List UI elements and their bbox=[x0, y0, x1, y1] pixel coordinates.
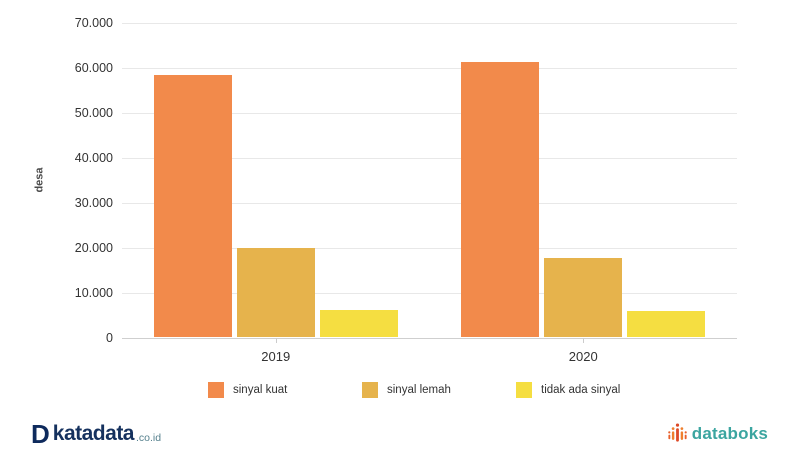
bar-sinyal-lemah-2020[interactable] bbox=[544, 258, 623, 337]
gridline-50.000 bbox=[122, 113, 737, 114]
y-tick-label: 10.000 bbox=[74, 286, 113, 300]
bar-sinyal-kuat-2019[interactable] bbox=[153, 74, 232, 337]
databoks-bars-icon bbox=[667, 423, 687, 442]
y-tick-label: 0 bbox=[106, 331, 113, 345]
databoks-wordmark: databoks bbox=[691, 423, 768, 443]
legend-swatch-icon bbox=[516, 382, 532, 398]
y-tick-label: 70.000 bbox=[74, 16, 113, 30]
katadata-d-icon: D bbox=[31, 419, 50, 449]
bar-tidak-ada-sinyal-2019[interactable] bbox=[319, 310, 398, 337]
bar-sinyal-lemah-2019[interactable] bbox=[236, 247, 315, 337]
katadata-domain-suffix: .co.id bbox=[136, 431, 162, 444]
bar-sinyal-kuat-2020[interactable] bbox=[461, 61, 540, 337]
databoks-logo[interactable]: databoks bbox=[667, 423, 768, 444]
gridline-30.000 bbox=[122, 203, 737, 204]
y-tick-label: 40.000 bbox=[74, 151, 113, 165]
x-category-label-2019: 2019 bbox=[261, 349, 291, 364]
x-tick bbox=[583, 338, 585, 343]
legend-label: sinyal kuat bbox=[233, 384, 288, 396]
y-tick-label: 30.000 bbox=[74, 196, 113, 210]
katadata-logo[interactable]: D katadata .co.id bbox=[31, 420, 161, 448]
x-tick bbox=[275, 338, 277, 343]
legend-item-sinyal-lemah[interactable]: sinyal lemah bbox=[362, 382, 516, 398]
gridline-40.000 bbox=[122, 158, 737, 159]
y-tick-label: 20.000 bbox=[74, 241, 113, 255]
legend-swatch-icon bbox=[362, 382, 378, 398]
legend-item-tidak-ada-sinyal[interactable]: tidak ada sinyal bbox=[516, 382, 620, 398]
legend-label: tidak ada sinyal bbox=[541, 384, 621, 396]
y-tick-label: 50.000 bbox=[74, 106, 113, 120]
y-tick-label: 60.000 bbox=[74, 61, 113, 75]
katadata-wordmark: katadata bbox=[52, 422, 135, 445]
gridline-60.000 bbox=[122, 68, 737, 69]
legend-item-sinyal-kuat[interactable]: sinyal kuat bbox=[208, 382, 362, 398]
bar-tidak-ada-sinyal-2020[interactable] bbox=[627, 311, 706, 337]
gridline-70.000 bbox=[122, 23, 737, 24]
gridline-0 bbox=[122, 338, 737, 339]
gridline-20.000 bbox=[122, 248, 737, 249]
x-category-label-2020: 2020 bbox=[568, 349, 598, 364]
legend-swatch-icon bbox=[208, 382, 224, 398]
plot-area: 2019 2020 bbox=[122, 23, 737, 364]
y-axis-title-text: desa bbox=[34, 167, 47, 193]
gridline-10.000 bbox=[122, 293, 737, 294]
legend-label: sinyal lemah bbox=[387, 384, 451, 396]
chart-legend: sinyal kuat sinyal lemah tidak ada sinyal bbox=[208, 382, 620, 398]
